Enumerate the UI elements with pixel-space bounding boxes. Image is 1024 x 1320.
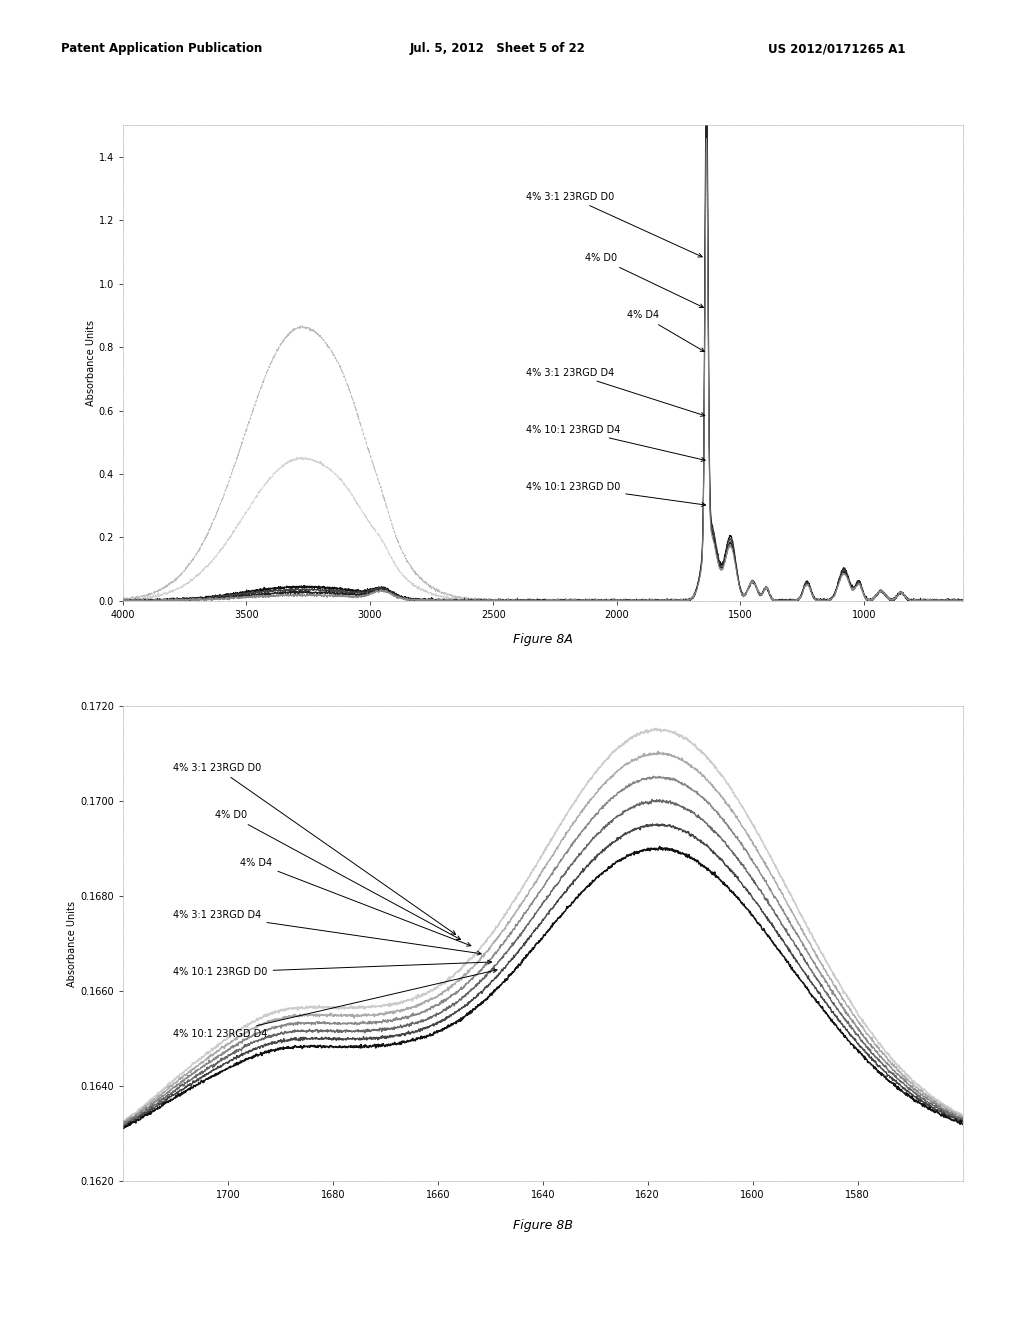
Text: 4% 10:1 23RGD D0: 4% 10:1 23RGD D0 <box>173 960 492 977</box>
Text: 4% D4: 4% D4 <box>627 310 705 351</box>
Text: 4% 10:1 23RGD D4: 4% 10:1 23RGD D4 <box>173 969 497 1039</box>
Text: 4% D0: 4% D0 <box>585 253 703 308</box>
Y-axis label: Absorbance Units: Absorbance Units <box>86 319 95 407</box>
Text: Figure 8A: Figure 8A <box>513 634 572 647</box>
Text: 4% 3:1 23RGD D4: 4% 3:1 23RGD D4 <box>173 911 481 956</box>
Text: 4% 10:1 23RGD D4: 4% 10:1 23RGD D4 <box>526 425 706 461</box>
Y-axis label: Absorbance Units: Absorbance Units <box>68 900 77 987</box>
Text: US 2012/0171265 A1: US 2012/0171265 A1 <box>768 42 905 55</box>
Text: Jul. 5, 2012   Sheet 5 of 22: Jul. 5, 2012 Sheet 5 of 22 <box>410 42 586 55</box>
Text: 4% 10:1 23RGD D0: 4% 10:1 23RGD D0 <box>526 482 706 507</box>
Text: 4% D4: 4% D4 <box>241 858 471 946</box>
Text: 4% 3:1 23RGD D0: 4% 3:1 23RGD D0 <box>526 191 702 257</box>
Text: 4% 3:1 23RGD D4: 4% 3:1 23RGD D4 <box>526 367 705 416</box>
Text: 4% 3:1 23RGD D0: 4% 3:1 23RGD D0 <box>173 763 456 935</box>
Text: Patent Application Publication: Patent Application Publication <box>61 42 263 55</box>
Text: Figure 8B: Figure 8B <box>513 1218 572 1232</box>
Text: 4% D0: 4% D0 <box>215 810 461 940</box>
